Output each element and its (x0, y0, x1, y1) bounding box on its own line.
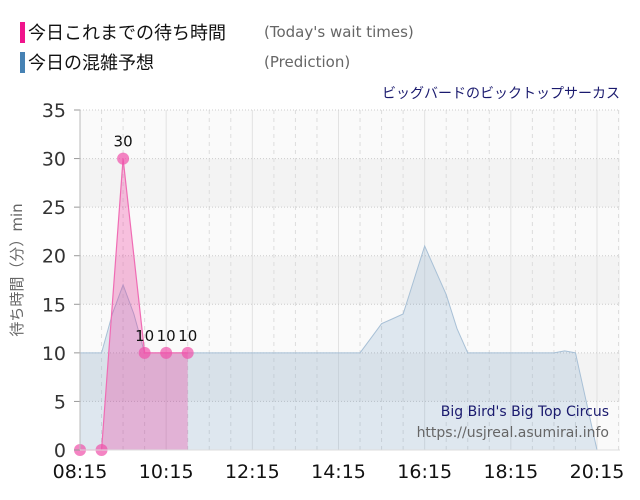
data-label: 30 (114, 133, 133, 151)
x-tick-label: 16:15 (397, 461, 452, 483)
x-tick-label: 18:15 (483, 461, 538, 483)
x-tick-label: 20:15 (570, 461, 625, 483)
legend-item-prediction: 今日の混雑予想 (Prediction) (20, 49, 350, 75)
today-point (160, 346, 173, 359)
y-tick-label: 10 (42, 343, 66, 365)
today-area (80, 158, 188, 451)
legend-label-en: (Prediction) (264, 53, 351, 71)
grid-band (80, 207, 620, 256)
grid-band (80, 401, 620, 450)
chart-title: ビッグバードのビックトップサーカス (382, 86, 620, 102)
data-label: 10 (135, 327, 154, 345)
x-tick-label: 10:15 (139, 461, 194, 483)
grid-band (80, 110, 620, 159)
legend-swatch-prediction (20, 51, 25, 73)
y-tick-label: 0 (54, 440, 66, 462)
y-tick-label: 15 (42, 294, 66, 316)
data-label: 10 (178, 327, 197, 345)
today-point (138, 346, 151, 359)
today-point (181, 346, 194, 359)
today-point (117, 152, 130, 165)
legend-label-jp: 今日これまでの待ち時間 (28, 23, 226, 44)
legend-label-jp: 今日の混雑予想 (28, 53, 154, 74)
y-tick-label: 25 (42, 197, 66, 219)
grid-band (80, 352, 620, 402)
annotation-url: https://usjreal.asumirai.info (417, 425, 609, 441)
y-axis-label: 待ち時間（分）min (8, 203, 26, 336)
grid-band (80, 158, 620, 208)
grid-band (80, 255, 620, 305)
y-tick-label: 5 (54, 391, 66, 413)
x-tick-label: 12:15 (225, 461, 280, 483)
x-tick-label: 08:15 (53, 461, 108, 483)
prediction-area (80, 246, 619, 450)
data-label: 10 (157, 327, 176, 345)
x-tick-label: 14:15 (311, 461, 366, 483)
annotation-name: Big Bird's Big Top Circus (441, 404, 609, 420)
y-tick-label: 35 (42, 100, 66, 122)
legend-label-en: (Today's wait times) (264, 23, 414, 41)
y-tick-label: 20 (42, 246, 66, 268)
legend-item-today: 今日これまでの待ち時間 (Today's wait times) (20, 19, 414, 45)
grid-band (80, 304, 620, 353)
legend-swatch-today (20, 21, 25, 43)
y-tick-label: 30 (42, 149, 66, 171)
